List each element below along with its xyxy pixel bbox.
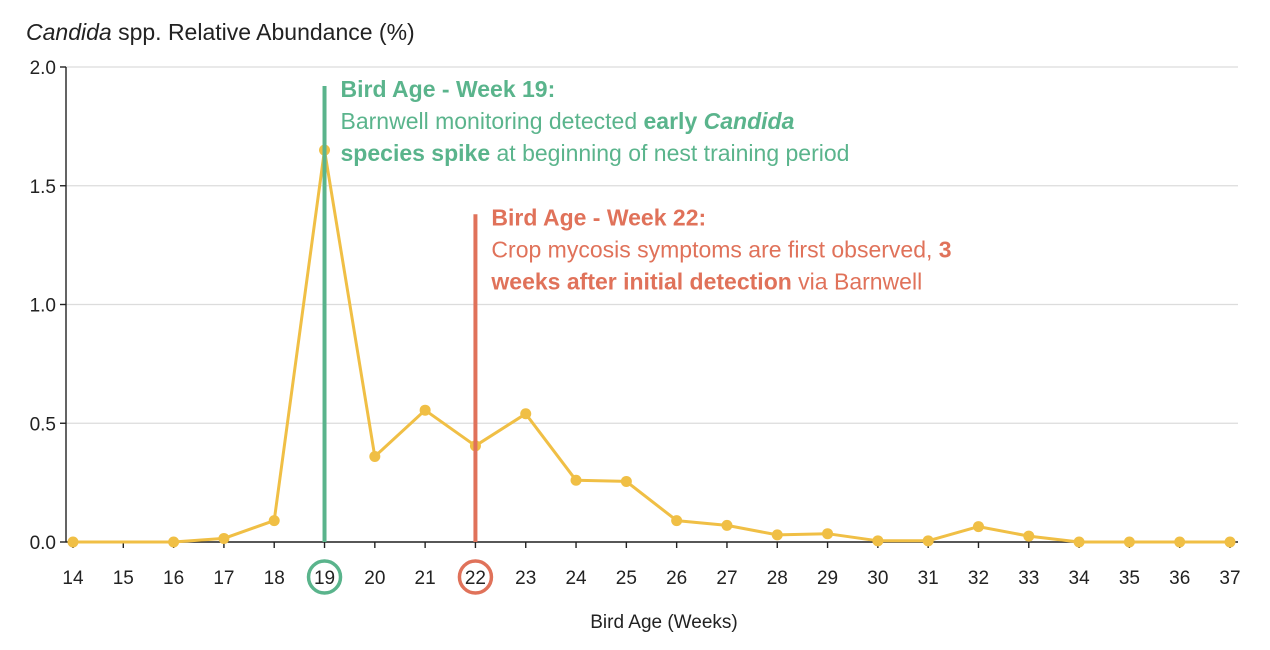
data-point bbox=[67, 536, 79, 548]
x-tick-label: 26 bbox=[666, 568, 687, 589]
chart-title-italic: Candida bbox=[26, 19, 112, 45]
x-tick-label: 24 bbox=[565, 568, 587, 589]
annotation-circle-week22 bbox=[457, 559, 494, 595]
annotation-title-week19: Bird Age - Week 19: bbox=[341, 76, 556, 102]
data-point bbox=[1123, 536, 1135, 548]
annotation-segment: 3 bbox=[939, 236, 952, 262]
annotation-text-week22: Crop mycosis symptoms are first observed… bbox=[491, 236, 951, 262]
chart-title-rest: spp. Relative Abundance (%) bbox=[112, 19, 415, 45]
y-tick-labels: 0.0 0.5 1.0 1.5 2.0 bbox=[30, 58, 56, 554]
annotation-segment: via Barnwell bbox=[792, 268, 922, 294]
y-tick-label: 2.0 bbox=[30, 58, 56, 79]
x-tick-label: 28 bbox=[767, 568, 788, 589]
x-tick-label: 30 bbox=[867, 568, 888, 589]
x-tick-labels: 14 15 16 17 18 19 20 21 22 23 24 25 26 27 28 29 30 31 32 33… bbox=[62, 568, 1240, 589]
annotation-segment: species spike bbox=[341, 140, 491, 166]
x-tick-label: 33 bbox=[1018, 568, 1039, 589]
data-point bbox=[1224, 536, 1236, 548]
data-point bbox=[268, 515, 280, 527]
y-tick-label: 0.0 bbox=[30, 533, 56, 554]
x-tick-label: 25 bbox=[616, 568, 637, 589]
chart-title: Candida spp. Relative Abundance (%) bbox=[26, 19, 415, 45]
annotation-segment: Candida bbox=[704, 108, 795, 134]
annotation-text-week22: weeks after initial detection via Barnwe… bbox=[490, 268, 922, 294]
gridlines bbox=[66, 66, 1238, 543]
data-point bbox=[168, 536, 180, 548]
x-tick-label: 35 bbox=[1119, 568, 1140, 589]
annotation-segment: Crop mycosis symptoms are first observed… bbox=[491, 236, 938, 262]
data-point bbox=[721, 519, 733, 531]
x-axis-title: Bird Age (Weeks) bbox=[590, 612, 737, 633]
annotation-circle-week19 bbox=[306, 559, 343, 595]
data-point bbox=[620, 475, 632, 487]
x-tick-label: 31 bbox=[918, 568, 939, 589]
annotation-segment: at beginning of nest training period bbox=[490, 140, 849, 166]
x-tick-label: 20 bbox=[364, 568, 385, 589]
annotation-segment: Barnwell monitoring detected bbox=[341, 108, 644, 134]
annotation-text-week19: Barnwell monitoring detected early Candi… bbox=[341, 108, 795, 134]
annotation-title-week22: Bird Age - Week 22: bbox=[491, 204, 706, 230]
annotation-text-week19: species spike at beginning of nest train… bbox=[341, 140, 850, 166]
y-tick-label: 1.0 bbox=[30, 296, 56, 317]
x-tick-label: 32 bbox=[968, 568, 989, 589]
x-tick-label: 16 bbox=[163, 568, 184, 589]
data-point bbox=[822, 528, 834, 540]
data-point bbox=[369, 451, 381, 462]
data-point bbox=[520, 408, 532, 420]
y-tick-label: 0.5 bbox=[30, 414, 56, 435]
data-point bbox=[218, 532, 230, 544]
x-tick-label: 18 bbox=[264, 568, 285, 589]
data-point bbox=[1073, 536, 1085, 548]
x-tick-label: 17 bbox=[213, 568, 234, 589]
annotation-segment: weeks after initial detection bbox=[490, 268, 791, 294]
x-tick-label: 19 bbox=[314, 568, 335, 589]
x-tick-label: 23 bbox=[515, 568, 536, 589]
data-point bbox=[671, 515, 683, 527]
x-tick-label: 21 bbox=[415, 568, 436, 589]
x-tick-label: 29 bbox=[817, 568, 838, 589]
x-tick-label: 36 bbox=[1169, 568, 1190, 589]
series-layer bbox=[67, 144, 1236, 548]
data-point bbox=[570, 474, 582, 486]
x-tick-label: 27 bbox=[716, 568, 737, 589]
data-point bbox=[922, 535, 934, 547]
annotations: Bird Age - Week 19: Barnwell monitoring d… bbox=[306, 76, 952, 595]
annotation-segment: early bbox=[644, 108, 704, 134]
data-point bbox=[771, 529, 783, 541]
x-tick-label: 22 bbox=[465, 568, 486, 589]
data-point bbox=[872, 535, 884, 547]
x-tick-label: 15 bbox=[113, 568, 134, 589]
y-tick-label: 1.5 bbox=[30, 177, 56, 198]
x-tick-label: 34 bbox=[1069, 568, 1091, 589]
data-point bbox=[1023, 530, 1035, 542]
x-tick-label: 14 bbox=[62, 568, 84, 589]
data-point bbox=[419, 404, 431, 416]
x-tick-label: 37 bbox=[1219, 568, 1240, 589]
data-point bbox=[972, 521, 984, 533]
data-point bbox=[1174, 536, 1186, 548]
